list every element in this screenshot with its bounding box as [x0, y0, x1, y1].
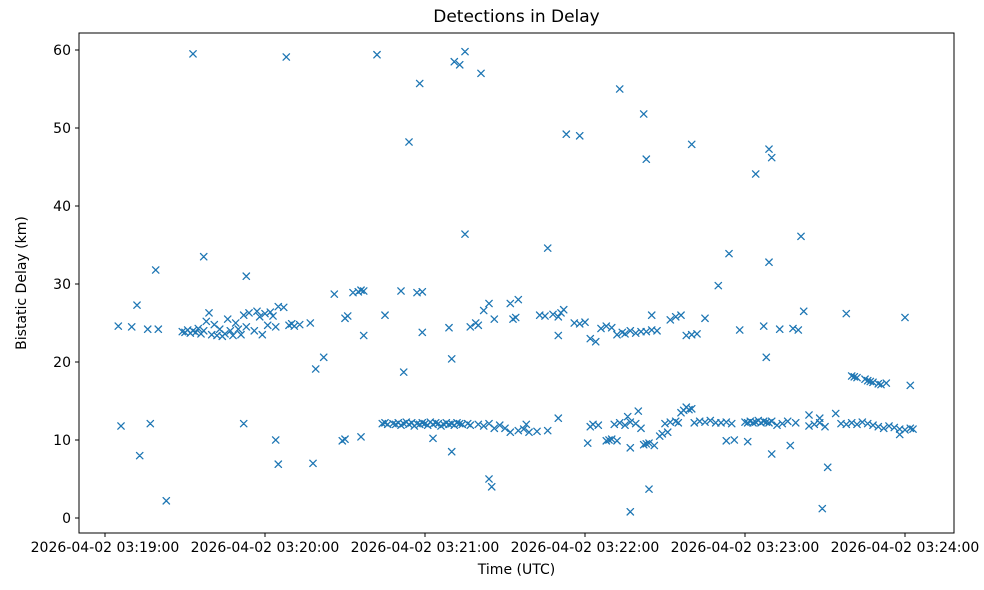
x-tick-label: 2026-04-02 03:22:00	[511, 540, 660, 556]
y-axis-ticks: 0 10 20 30 40 50 60	[53, 43, 79, 527]
y-tick-label: 60	[53, 43, 71, 59]
y-tick-label: 30	[53, 277, 71, 293]
y-axis-label: Bistatic Delay (km)	[14, 216, 30, 350]
y-tick-label: 10	[53, 433, 71, 449]
scatter-points	[114, 47, 917, 516]
x-tick-label: 2026-04-02 03:19:00	[31, 540, 180, 556]
x-tick-label: 2026-04-02 03:23:00	[671, 540, 820, 556]
x-axis-label: Time (UTC)	[477, 562, 555, 578]
scatter-markers	[114, 47, 917, 516]
x-tick-label: 2026-04-02 03:20:00	[191, 540, 340, 556]
y-tick-label: 20	[53, 355, 71, 371]
y-tick-label: 0	[62, 511, 71, 527]
plot-area	[78, 32, 955, 534]
y-tick-label: 50	[53, 121, 71, 137]
y-tick-label: 40	[53, 199, 71, 215]
x-tick-label: 2026-04-02 03:21:00	[351, 540, 500, 556]
x-axis-ticks: 2026-04-02 03:19:00 2026-04-02 03:20:00 20…	[31, 533, 980, 556]
x-tick-label: 2026-04-02 03:24:00	[831, 540, 980, 556]
chart-title: Detections in Delay	[433, 7, 600, 27]
